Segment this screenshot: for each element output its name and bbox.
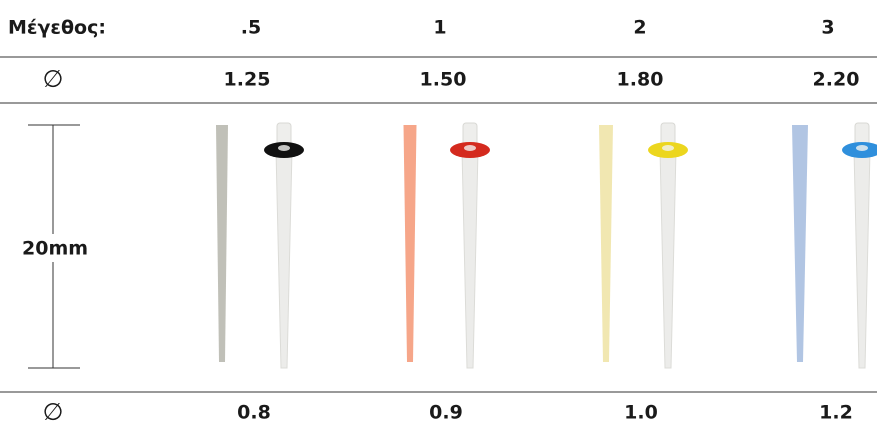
post-body <box>853 149 871 369</box>
length-label: 20mm <box>22 238 88 260</box>
bottom-diameter: 0.8 <box>237 402 271 424</box>
post-cap <box>462 122 478 146</box>
size-value: 2 <box>633 17 646 39</box>
top-diameter: 2.20 <box>813 69 860 91</box>
post-ring-hole <box>464 145 476 151</box>
size-label: Μέγεθος: <box>8 17 106 39</box>
post-body <box>461 149 479 369</box>
top-diameter: 1.25 <box>224 69 271 91</box>
post-rod <box>403 125 417 362</box>
top-diameter: 1.80 <box>617 69 664 91</box>
bottom-diameter: 1.2 <box>819 402 853 424</box>
post-rod <box>792 125 808 362</box>
bottom-diameter: 1.0 <box>624 402 658 424</box>
post-ring-hole <box>278 145 290 151</box>
size-value: 1 <box>433 17 446 39</box>
post-cap <box>660 122 676 146</box>
diameter-symbol: ∅ <box>43 65 64 93</box>
size-value: .5 <box>241 17 261 39</box>
post-cap <box>276 122 292 146</box>
bottom-diameter: 0.9 <box>429 402 463 424</box>
post-ring-hole <box>662 145 674 151</box>
diameter-symbol: ∅ <box>43 398 64 426</box>
post-rod <box>216 125 228 362</box>
size-value: 3 <box>821 17 834 39</box>
top-diameter: 1.50 <box>420 69 467 91</box>
post-body <box>275 149 293 369</box>
post-cap <box>854 122 870 146</box>
label-background <box>14 234 92 262</box>
post-ring-hole <box>856 145 868 151</box>
post-rod <box>599 125 613 362</box>
post-body <box>659 149 677 369</box>
